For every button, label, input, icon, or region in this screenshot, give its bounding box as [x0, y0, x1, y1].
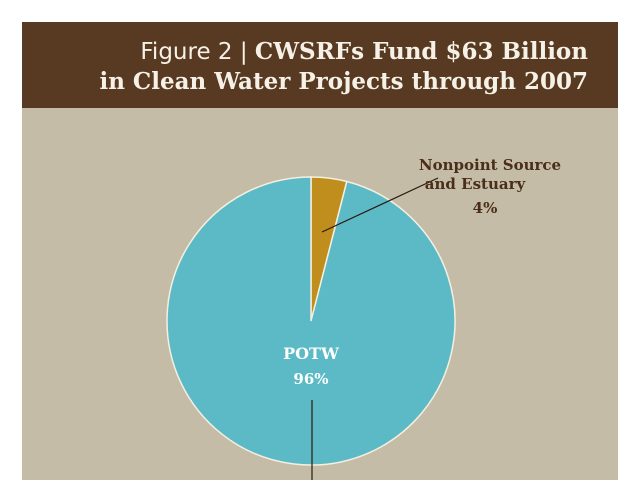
- slice-label-potw: POTW: [283, 344, 340, 363]
- slice-label-nonpoint-line2: and Estuary: [425, 175, 527, 193]
- title-line-2: in Clean Water Projects through 2007: [99, 68, 588, 95]
- title-line-1: Figure 2 | CWSRFs Fund $63 Billion: [140, 38, 588, 65]
- leader-line-nonpoint: [321, 177, 439, 233]
- title-text: CWSRFs Fund $63 Billion: [254, 38, 588, 65]
- slice-value-nonpoint: 4%: [473, 199, 498, 217]
- pie-slice-potw: [166, 176, 456, 466]
- slice-value-potw: 96%: [293, 370, 328, 388]
- slice-label-nonpoint-line1: Nonpoint Source: [419, 156, 561, 174]
- title-banner: Figure 2 | CWSRFs Fund $63 Billion in Cl…: [22, 22, 618, 108]
- figure-label: Figure 2 |: [140, 39, 255, 65]
